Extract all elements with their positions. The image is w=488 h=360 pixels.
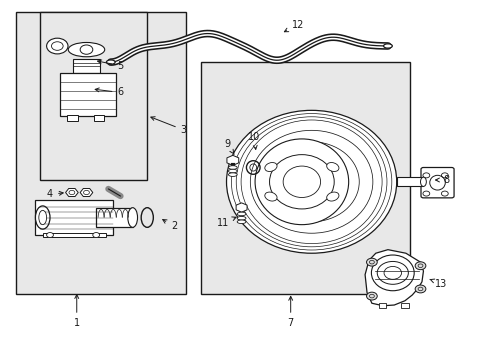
Circle shape <box>366 258 376 266</box>
Ellipse shape <box>226 111 396 253</box>
Ellipse shape <box>264 192 277 201</box>
Ellipse shape <box>228 173 237 176</box>
Ellipse shape <box>228 169 237 173</box>
Circle shape <box>80 45 93 54</box>
Circle shape <box>46 38 68 54</box>
Ellipse shape <box>228 166 237 169</box>
Text: 5: 5 <box>98 60 123 71</box>
Ellipse shape <box>383 44 391 48</box>
Ellipse shape <box>35 206 50 229</box>
Text: 3: 3 <box>150 117 186 135</box>
Bar <box>35 200 113 235</box>
Text: 9: 9 <box>224 139 234 154</box>
Bar <box>60 73 116 116</box>
Text: 2: 2 <box>163 220 177 231</box>
Bar <box>378 303 386 307</box>
Text: 1: 1 <box>74 294 80 328</box>
Ellipse shape <box>371 255 413 291</box>
Circle shape <box>414 285 425 293</box>
Bar <box>94 114 104 121</box>
Ellipse shape <box>237 220 245 224</box>
Circle shape <box>69 190 75 195</box>
Circle shape <box>46 233 53 238</box>
Text: 12: 12 <box>284 19 304 32</box>
Text: 6: 6 <box>95 87 123 98</box>
Text: 8: 8 <box>435 175 448 185</box>
Circle shape <box>83 190 89 195</box>
Bar <box>201 62 409 294</box>
Text: 7: 7 <box>287 296 293 328</box>
Circle shape <box>93 233 100 238</box>
Ellipse shape <box>255 139 348 225</box>
FancyBboxPatch shape <box>420 167 453 198</box>
Ellipse shape <box>127 208 137 227</box>
Bar <box>40 12 147 180</box>
Ellipse shape <box>264 162 277 171</box>
Ellipse shape <box>39 210 46 225</box>
Bar <box>42 233 106 237</box>
Polygon shape <box>365 249 423 306</box>
Ellipse shape <box>326 192 338 201</box>
Ellipse shape <box>68 42 104 57</box>
Bar <box>400 303 408 307</box>
Ellipse shape <box>237 212 245 216</box>
Bar <box>96 208 132 227</box>
Ellipse shape <box>420 177 426 186</box>
Text: 11: 11 <box>216 217 236 228</box>
Ellipse shape <box>106 60 115 64</box>
Bar <box>67 114 78 121</box>
Ellipse shape <box>326 162 338 171</box>
Circle shape <box>366 292 376 300</box>
Bar <box>396 177 423 186</box>
Bar <box>16 12 186 294</box>
Text: 10: 10 <box>247 132 260 149</box>
Circle shape <box>414 262 425 270</box>
Bar <box>73 59 100 73</box>
Circle shape <box>51 42 63 50</box>
Text: 13: 13 <box>429 279 447 289</box>
Ellipse shape <box>237 216 245 220</box>
Text: 4: 4 <box>47 189 63 199</box>
